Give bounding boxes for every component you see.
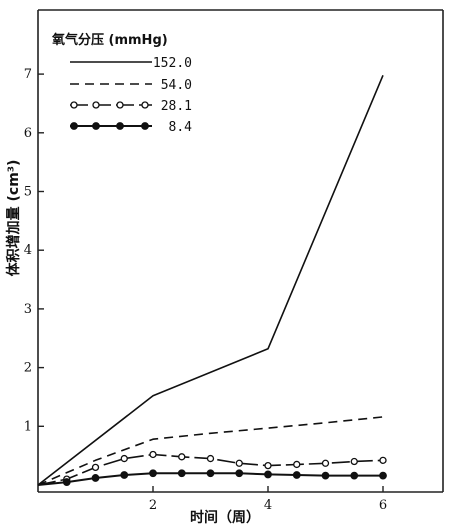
legend-marker-8.4-0 <box>70 122 78 130</box>
series-point-8.4-9 <box>292 471 301 479</box>
series-point-8.4-3 <box>120 471 129 479</box>
x-tick-label-2: 2 <box>149 498 157 513</box>
series-8.4 <box>37 469 387 486</box>
legend-entry-152.0: 152.0 <box>70 56 192 71</box>
series-point-28.1-2 <box>91 463 100 472</box>
legend-marker-8.4-3 <box>141 122 149 130</box>
series-point-8.4-8 <box>264 470 272 479</box>
series-line-54.0 <box>37 416 384 486</box>
series-point-28.1-7 <box>235 459 243 467</box>
series-point-8.4-4 <box>149 469 157 478</box>
legend-marker-28.1-1 <box>92 101 100 109</box>
series-point-28.1-9 <box>293 460 301 469</box>
legend-label-54.0: 54.0 <box>161 78 192 93</box>
series-point-8.4-1 <box>62 478 71 486</box>
legend-marker-28.1-2 <box>116 101 124 109</box>
series-point-8.4-5 <box>177 469 186 478</box>
legend-label-28.1: 28.1 <box>161 99 192 114</box>
y-tick-label-2: 2 <box>24 361 32 376</box>
series-point-28.1-3 <box>120 454 128 463</box>
legend: 氧气分压 (mmHg) 152.0 54.0 28.1 8.4 <box>51 32 192 135</box>
x-axis-title: 时间（周） <box>190 509 260 526</box>
legend-marker-8.4-1 <box>92 122 100 130</box>
legend-entry-28.1: 28.1 <box>70 99 192 114</box>
legend-label-152.0: 152.0 <box>153 56 192 71</box>
x-tick-label-6: 6 <box>379 498 387 513</box>
y-tick-label-5: 5 <box>24 185 32 200</box>
series-point-8.4-12 <box>379 471 387 480</box>
series-point-8.4-7 <box>235 469 244 478</box>
axis-ticks: 2 4 6 1 2 3 4 5 6 7 <box>24 67 387 513</box>
series-point-28.1-5 <box>178 453 186 461</box>
x-tick-label-4: 4 <box>264 498 272 513</box>
y-tick-label-3: 3 <box>24 302 32 317</box>
y-axis-title: 体积增加量 (cm³) <box>5 160 22 277</box>
series-point-28.1-4 <box>149 450 157 459</box>
series-point-28.1-8 <box>264 461 272 470</box>
series-point-8.4-10 <box>321 471 330 480</box>
series-point-8.4-6 <box>206 469 215 478</box>
legend-entry-8.4: 8.4 <box>70 120 192 135</box>
series-point-28.1-11 <box>350 457 358 466</box>
series-point-28.1-12 <box>379 456 387 464</box>
data-series <box>37 74 387 486</box>
legend-entry-54.0: 54.0 <box>70 78 192 93</box>
y-tick-label-6: 6 <box>24 126 32 141</box>
series-point-28.1-6 <box>206 454 215 463</box>
y-tick-label-1: 1 <box>24 419 32 434</box>
legend-marker-28.1-0 <box>70 101 78 109</box>
series-line-152.0 <box>37 74 384 486</box>
legend-marker-8.4-2 <box>116 122 124 130</box>
y-tick-label-4: 4 <box>24 243 32 258</box>
series-28.1 <box>37 450 387 486</box>
y-tick-label-7: 7 <box>24 67 32 82</box>
series-point-8.4-2 <box>91 474 100 482</box>
series-54.0 <box>37 416 384 486</box>
series-point-28.1-10 <box>321 459 330 467</box>
series-point-8.4-11 <box>350 471 359 480</box>
legend-label-8.4: 8.4 <box>169 120 193 135</box>
series-152.0 <box>37 74 384 486</box>
legend-marker-28.1-3 <box>141 101 149 109</box>
plot-frame <box>37 9 444 493</box>
legend-title: 氧气分压 (mmHg) <box>51 32 168 48</box>
